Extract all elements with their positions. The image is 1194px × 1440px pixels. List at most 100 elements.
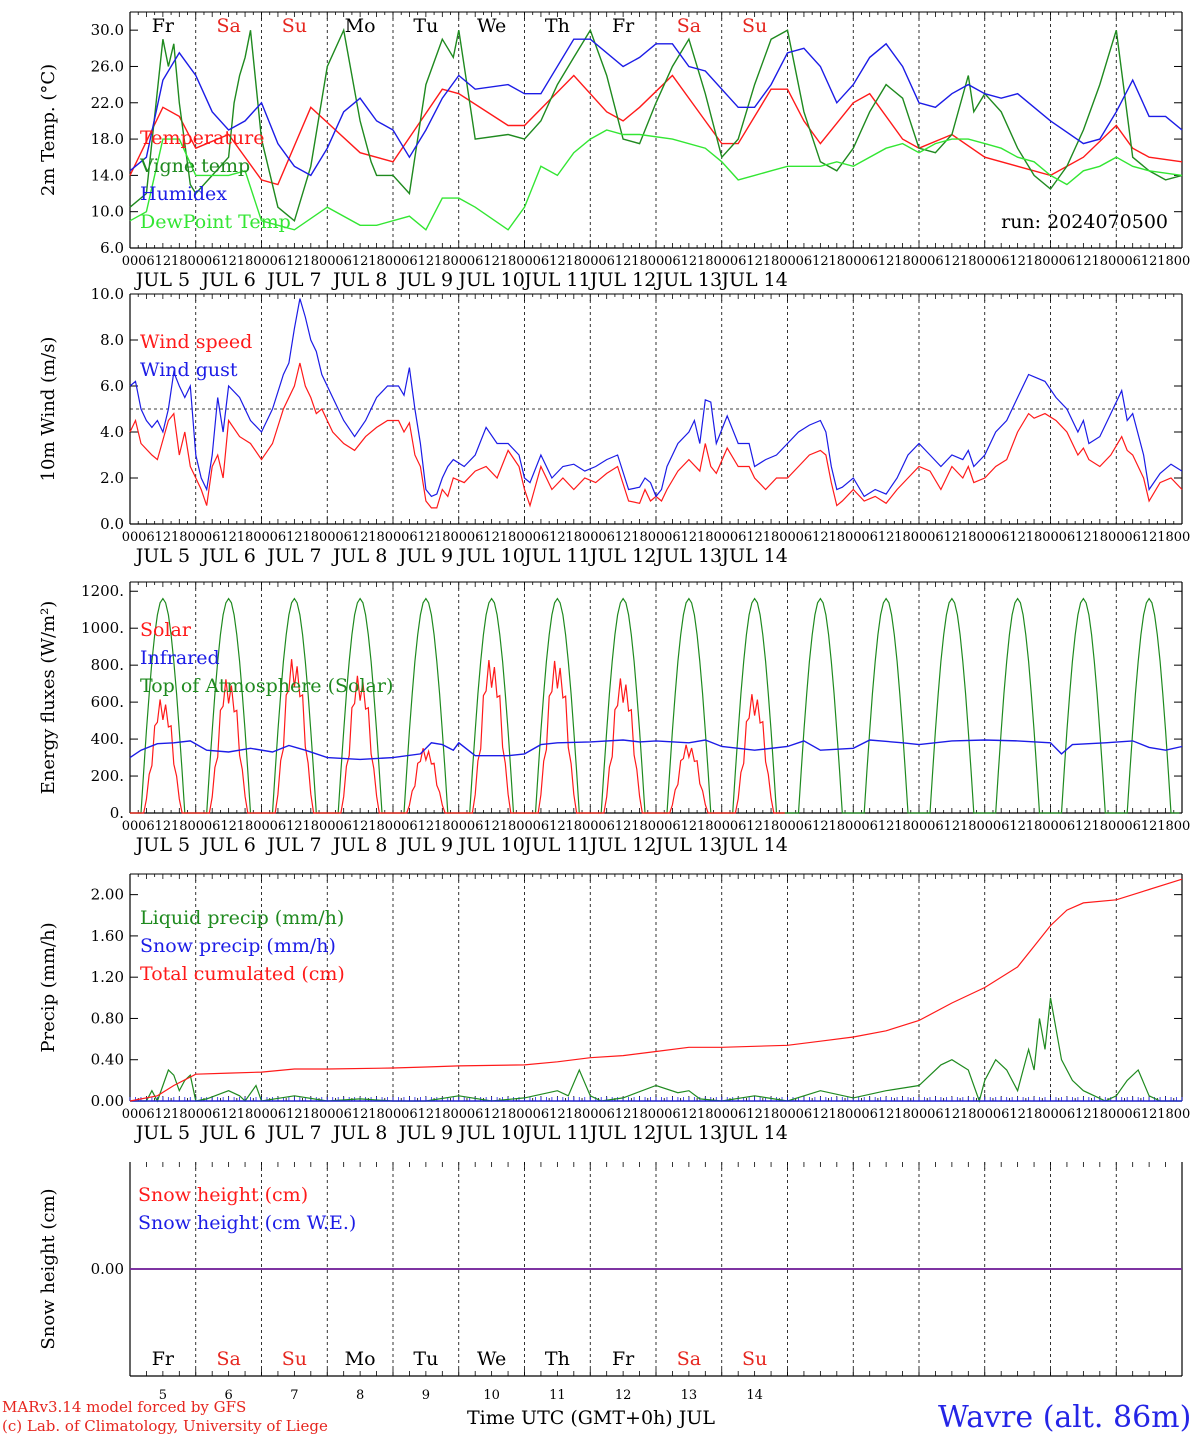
x-hour-label: 06	[598, 819, 615, 834]
x-hour-label: 00	[516, 530, 533, 545]
x-hour-label: 18	[500, 1107, 517, 1122]
x-hour-label: 18	[1092, 819, 1109, 834]
x-hour-label: 12	[1009, 1107, 1026, 1122]
x-hour-label: 00	[253, 819, 270, 834]
x-date-label: JUL 9	[397, 834, 453, 856]
x-hour-label: 18	[960, 530, 977, 545]
x-hour-label: 00	[648, 530, 665, 545]
x-date-label: JUL 7	[265, 269, 321, 291]
x-hour-label: 00	[450, 1107, 467, 1122]
x-date-label: JUL 12	[588, 269, 656, 291]
x-hour-label: 18	[500, 530, 517, 545]
x-hour-label: 18	[697, 254, 714, 269]
series-line	[130, 997, 1182, 1104]
x-date-label: JUL 11	[522, 545, 590, 567]
x-hour-label: 18	[566, 530, 583, 545]
x-date-label: JUL 13	[654, 834, 722, 856]
x-hour-label: 12	[483, 819, 500, 834]
x-hour-label: 00	[319, 254, 336, 269]
x-hour-label: 12	[220, 819, 237, 834]
x-hour-label: 00	[845, 819, 862, 834]
x-hour-label: 18	[500, 254, 517, 269]
x-hour-label: 18	[894, 254, 911, 269]
x-hour-label: 18	[303, 819, 320, 834]
x-hour-label: 00	[187, 530, 204, 545]
x-hour-label: 18	[566, 819, 583, 834]
x-hour-label: 18	[500, 819, 517, 834]
y-tick-label: 6.0	[100, 239, 124, 257]
x-date-label: JUL 5	[134, 1122, 190, 1144]
x-hour-label: 12	[549, 530, 566, 545]
x-hour-label: 12	[615, 1107, 632, 1122]
y-tick-label: 600.	[91, 693, 124, 711]
x-hour-label: 12	[812, 1107, 829, 1122]
series-line	[129, 878, 1183, 1102]
x-date-label: JUL 11	[522, 269, 590, 291]
x-hour-label: 00	[911, 819, 928, 834]
x-hour-label: 06	[533, 254, 550, 269]
x-hour-label: 00	[582, 1107, 599, 1122]
x-hour-label: 06	[598, 254, 615, 269]
y-tick-label: 0.40	[91, 1051, 124, 1069]
x-hour-label: 12	[746, 254, 763, 269]
station-name: Wavre (alt. 86m)	[938, 1400, 1192, 1435]
y-tick-label: 22.0	[91, 94, 124, 112]
x-hour-label: 18	[237, 530, 254, 545]
day-name: Su	[282, 1348, 307, 1370]
x-hour-label: 18	[697, 530, 714, 545]
x-date-label: JUL 9	[397, 269, 453, 291]
x-hour-label: 18	[1026, 1107, 1043, 1122]
x-date-label: JUL 12	[588, 834, 656, 856]
series-line	[129, 129, 1183, 231]
day-number: 5	[159, 1388, 167, 1403]
x-hour-label: 18	[894, 1107, 911, 1122]
credit-model: MARv3.14 model forced by GFS	[2, 1398, 247, 1416]
x-hour-label: 06	[467, 819, 484, 834]
x-hour-label: 00	[122, 1107, 139, 1122]
x-hour-label: 12	[483, 254, 500, 269]
x-hour-label: 00	[122, 819, 139, 834]
y-tick-label: 18.0	[91, 130, 124, 148]
x-hour-label: 18	[434, 254, 451, 269]
day-number: 7	[290, 1388, 298, 1403]
x-hour-label: 00	[976, 1107, 993, 1122]
x-hour-label: 06	[1124, 254, 1141, 269]
x-hour-label: 12	[878, 254, 895, 269]
x-date-label: JUL 6	[199, 545, 255, 567]
x-hour-label: 18	[697, 1107, 714, 1122]
x-hour-label: 12	[812, 254, 829, 269]
x-hour-label: 00	[385, 254, 402, 269]
x-hour-label: 18	[1092, 530, 1109, 545]
y-tick-label: 1.60	[91, 927, 124, 945]
x-date-label: JUL 7	[265, 834, 321, 856]
y-axis-label: 10m Wind (m/s)	[38, 337, 59, 482]
panel-1: 6.0 10.0 14.0 18.0 22.0 26.0 30.0 2m Temp. (°C)…	[38, 11, 1190, 291]
x-hour-label: 00	[385, 819, 402, 834]
x-hour-label: 12	[418, 254, 435, 269]
x-hour-label: 18	[171, 254, 188, 269]
x-hour-label: 18	[829, 1107, 846, 1122]
x-hour-label: 06	[730, 530, 747, 545]
x-date-label: JUL 10	[456, 545, 524, 567]
x-hour-label: 12	[615, 254, 632, 269]
x-hour-label: 00	[516, 1107, 533, 1122]
series-line-solar	[130, 659, 785, 814]
x-hour-label: 00	[1108, 819, 1125, 834]
x-hour-label: 00	[779, 819, 796, 834]
legend-entry: Top of Atmosphere (Solar)	[140, 675, 393, 697]
x-hour-label: 18	[894, 530, 911, 545]
x-hour-label: 00	[845, 254, 862, 269]
y-tick-label: 10.0	[91, 285, 124, 303]
x-hour-label: 00	[122, 530, 139, 545]
day-name: Sa	[216, 1348, 240, 1370]
x-hour-label: 00	[319, 1107, 336, 1122]
x-hour-label: 06	[1124, 819, 1141, 834]
x-hour-label: 06	[270, 254, 287, 269]
x-hour-label: 06	[401, 254, 418, 269]
x-date-label: JUL 9	[397, 1122, 453, 1144]
x-hour-label: 06	[204, 819, 221, 834]
x-hour-label: 06	[927, 530, 944, 545]
x-hour-label: 12	[286, 819, 303, 834]
y-tick-label: 0.00	[91, 1092, 124, 1110]
legend-entry: DewPoint Temp	[140, 211, 291, 233]
